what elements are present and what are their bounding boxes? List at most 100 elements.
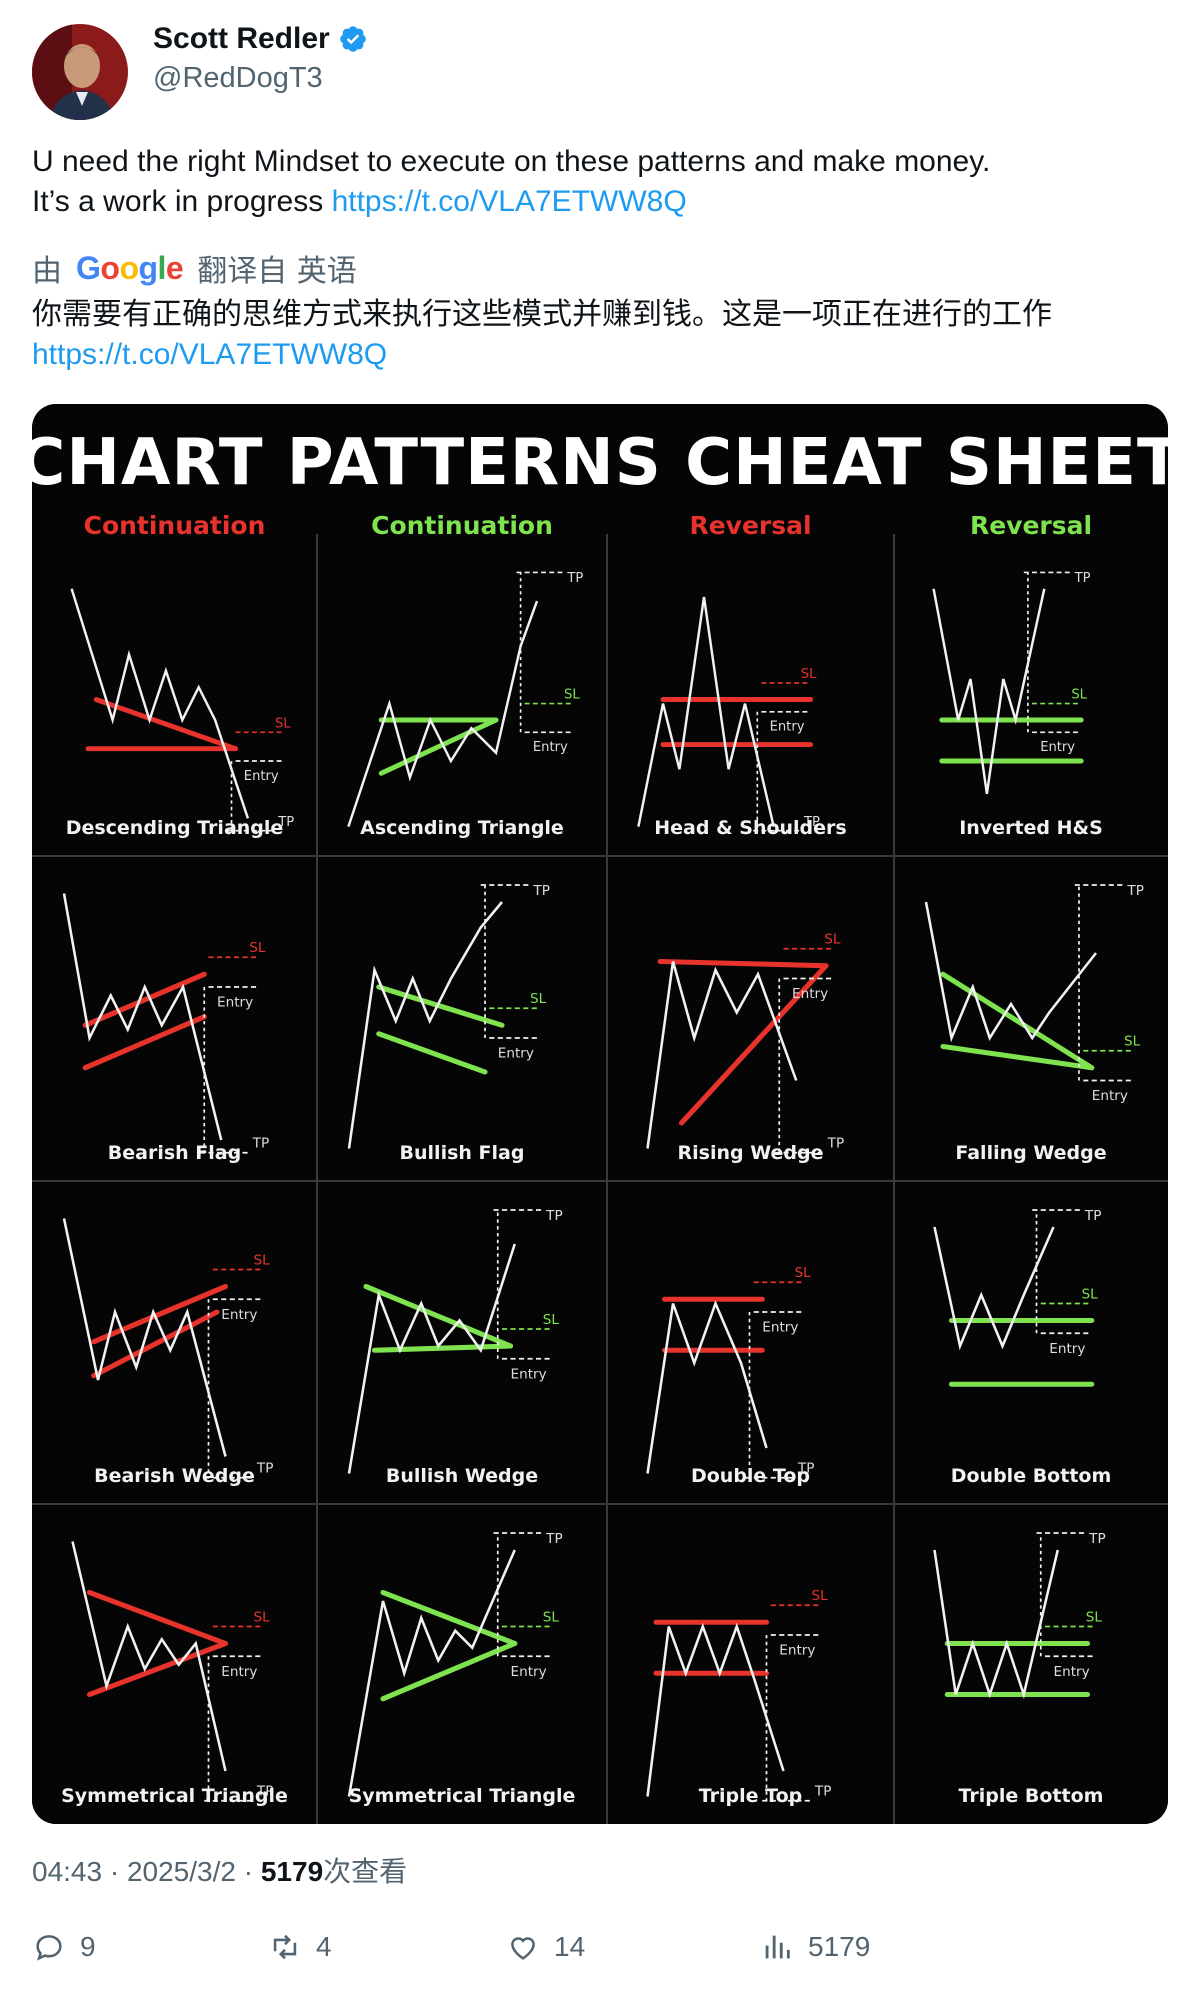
take-profit-label: TP: [277, 815, 294, 830]
price-path: [933, 1226, 1055, 1351]
entry-label: Entry: [221, 1307, 257, 1323]
stop-loss-label: SL: [530, 991, 547, 1007]
entry-label: Entry: [1040, 740, 1075, 755]
pattern-boundary: [91, 1309, 220, 1379]
pattern-sketch: Entry SL TP: [347, 571, 583, 827]
pattern-boundary: [678, 963, 829, 1126]
stop-loss-label: SL: [812, 1588, 829, 1604]
repost-button[interactable]: 4: [268, 1930, 332, 1964]
entry-label: Entry: [1049, 1341, 1085, 1357]
pattern-boundary: [380, 1640, 518, 1702]
tweet-text-line1: U need the right Mindset to execute on t…: [32, 145, 991, 178]
stop-loss-label: SL: [254, 1252, 271, 1268]
pattern-label: Ascending Triangle: [360, 817, 564, 839]
meta-dot: ·: [109, 1856, 127, 1887]
price-path: [924, 901, 1098, 1043]
pattern-label: Bullish Flag: [400, 1142, 525, 1164]
tweet-image[interactable]: CHART PATTERNS CHEAT SHEET Continuation C…: [32, 404, 1168, 1824]
cheat-sheet-graphic: CHART PATTERNS CHEAT SHEET Continuation C…: [32, 404, 1168, 1824]
price-path: [62, 893, 223, 1141]
entry-label: Entry: [221, 1664, 257, 1680]
pattern-sketch: Entry SL TP: [646, 1588, 831, 1802]
entry-label: Entry: [217, 995, 253, 1011]
tweet-date[interactable]: 2025/3/2: [126, 1856, 236, 1887]
like-count: 14: [554, 1931, 586, 1962]
tweet-text: U need the right Mindset to execute on t…: [32, 142, 1162, 222]
take-profit-label: TP: [827, 1136, 845, 1152]
pattern-label: Double Top: [691, 1465, 810, 1487]
cheat-sheet-title: CHART PATTERNS CHEAT SHEET: [32, 426, 1168, 500]
entry-label: Entry: [1092, 1088, 1128, 1104]
pattern-label: Double Bottom: [951, 1465, 1112, 1487]
translation-suffix: 翻译自 英语: [197, 254, 357, 289]
pattern-boundary: [378, 717, 499, 776]
pattern-sketch: Entry SL TP: [933, 1531, 1106, 1700]
pattern-label: Symmetrical Triangle: [349, 1785, 576, 1807]
take-profit-label: TP: [545, 1531, 563, 1547]
pattern-sketch: Entry SL TP: [347, 883, 550, 1149]
pattern-sketch: Entry SL TP: [637, 596, 820, 832]
entry-label: Entry: [762, 1320, 798, 1336]
price-path: [932, 588, 1046, 794]
stop-loss-label: SL: [824, 932, 841, 948]
take-profit-label: TP: [566, 571, 583, 586]
tweet-text-line2: It’s a work in progress https://t.co/VLA…: [32, 182, 1162, 222]
avatar[interactable]: [32, 24, 128, 120]
take-profit-label: TP: [1074, 571, 1091, 586]
verified-badge-icon: [339, 26, 366, 52]
take-profit-label: TP: [803, 815, 820, 830]
tweet-meta: 04:43 · 2025/3/2 · 5179次查看: [32, 1850, 407, 1890]
take-profit-label: TP: [797, 1461, 815, 1477]
author-handle[interactable]: @RedDogT3: [153, 62, 323, 94]
stop-loss-label: SL: [564, 688, 580, 703]
stop-loss-label: SL: [275, 716, 291, 731]
take-profit-label: TP: [256, 1784, 274, 1800]
reply-count: 9: [80, 1931, 96, 1962]
stop-loss-label: SL: [543, 1609, 560, 1625]
translated-link[interactable]: https://t.co/VLA7ETWW8Q: [32, 338, 388, 371]
entry-label: Entry: [779, 1643, 815, 1659]
column-header: Reversal: [689, 511, 811, 540]
like-button[interactable]: 14: [506, 1930, 585, 1964]
stop-loss-label: SL: [1086, 1609, 1103, 1625]
views-button[interactable]: 5179: [760, 1930, 870, 1964]
author-name-text: Scott Redler: [153, 22, 330, 55]
pattern-boundary: [371, 1343, 514, 1353]
tweet-link[interactable]: https://t.co/VLA7ETWW8Q: [331, 185, 687, 218]
tweet-time[interactable]: 04:43: [32, 1856, 103, 1887]
reply-icon: [36, 1935, 62, 1961]
reply-button[interactable]: 9: [32, 1930, 96, 1964]
translation-attribution: 由 Google 翻译自 英语: [32, 246, 357, 290]
translated-text-body: 你需要有正确的思维方式来执行这些模式并赚到钱。这是一项正在进行的工作: [32, 297, 1052, 332]
stop-loss-label: SL: [801, 667, 817, 682]
pattern-label: Bearish Wedge: [94, 1465, 255, 1487]
pattern-sketch: Entry SL TP: [924, 883, 1144, 1104]
pattern-label: Triple Bottom: [959, 1785, 1104, 1807]
tweet-text-line2-body: It’s a work in progress: [32, 185, 332, 218]
column-header: Reversal: [970, 511, 1092, 540]
pattern-boundary: [86, 1589, 229, 1647]
repost-icon: [273, 1934, 297, 1960]
column-header: Continuation: [371, 511, 553, 540]
price-path: [646, 1622, 785, 1797]
pattern-label: Falling Wedge: [955, 1142, 1106, 1164]
pattern-sketch: Entry SL TP: [646, 932, 845, 1154]
avatar-image: [32, 24, 128, 120]
price-path: [646, 1300, 768, 1474]
pattern-sketch: Entry SL TP: [71, 1541, 274, 1802]
stop-loss-label: SL: [249, 940, 266, 956]
price-path: [347, 1243, 516, 1474]
pattern-label: Bearish Flag: [108, 1142, 241, 1164]
take-profit-label: TP: [545, 1208, 563, 1224]
view-suffix: 次查看: [323, 1855, 408, 1888]
entry-label: Entry: [533, 740, 568, 755]
pattern-boundary: [940, 1043, 1095, 1071]
stop-loss-label: SL: [795, 1265, 812, 1281]
take-profit-label: TP: [532, 883, 550, 899]
price-path: [646, 961, 798, 1149]
entry-label: Entry: [244, 769, 279, 784]
author-name[interactable]: Scott Redler: [153, 22, 368, 56]
entry-label: Entry: [1054, 1664, 1090, 1680]
price-path: [62, 1218, 227, 1457]
stop-loss-label: SL: [254, 1609, 271, 1625]
